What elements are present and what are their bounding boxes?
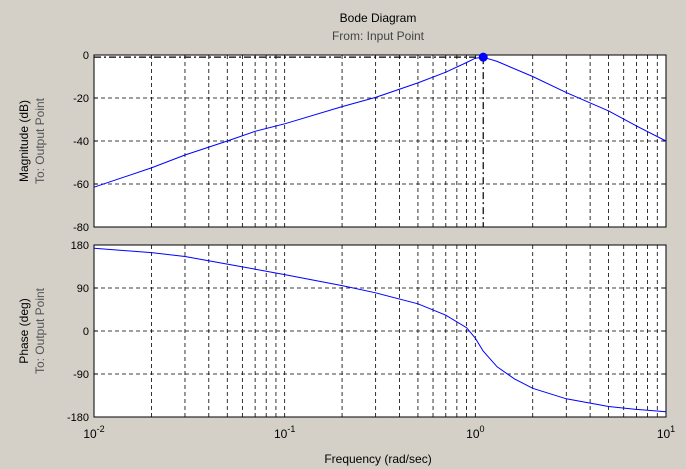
x-tick-labels: 10-2 10-1 100 101 [83,424,675,441]
magnitude-y-tick-label: -80 [73,222,89,234]
x-tick-label: 101 [657,424,675,441]
phase-ylabel-output: To: Output Point [33,287,47,374]
magnitude-y-tick-label: -60 [73,179,89,191]
magnitude-y-tick-label: -20 [73,93,89,105]
peak-marker[interactable] [478,52,488,62]
phase-ylabel: Phase (deg) [17,298,31,363]
x-tick-label: 10-2 [83,424,104,441]
magnitude-y-tick-label: 0 [83,50,89,62]
magnitude-ylabel: Magnitude (dB) [17,100,31,182]
magnitude-y-tick-label: -40 [73,136,89,148]
phase-y-tick-label: 0 [83,326,89,338]
magnitude-curve [93,56,667,188]
magnitude-y-ticks: 0 -20 -40 -60 -80 [73,50,666,234]
x-tick-label: 100 [466,424,484,441]
figure-title: Bode Diagram [340,11,417,25]
phase-y-tick-label: 90 [77,283,89,295]
x-tick-label: 10-1 [274,424,295,441]
phase-y-tick-label: 180 [71,240,89,252]
phase-grid [94,245,666,417]
magnitude-panel: 0 -20 -40 -60 -80 Magnitude (dB) To: Output … [17,50,667,234]
magnitude-grid [94,55,666,227]
phase-y-ticks: 180 90 0 -90 -180 [67,240,666,424]
figure-subtitle: From: Input Point [332,29,425,43]
phase-curve [93,247,667,413]
phase-y-tick-label: -90 [73,369,89,381]
phase-y-tick-label: -180 [67,412,89,424]
x-axis-label: Frequency (rad/sec) [324,452,431,466]
phase-panel: 180 90 0 -90 -180 Phase (deg) To: Output Poi… [17,240,667,424]
magnitude-ylabel-output: To: Output Point [33,97,47,184]
